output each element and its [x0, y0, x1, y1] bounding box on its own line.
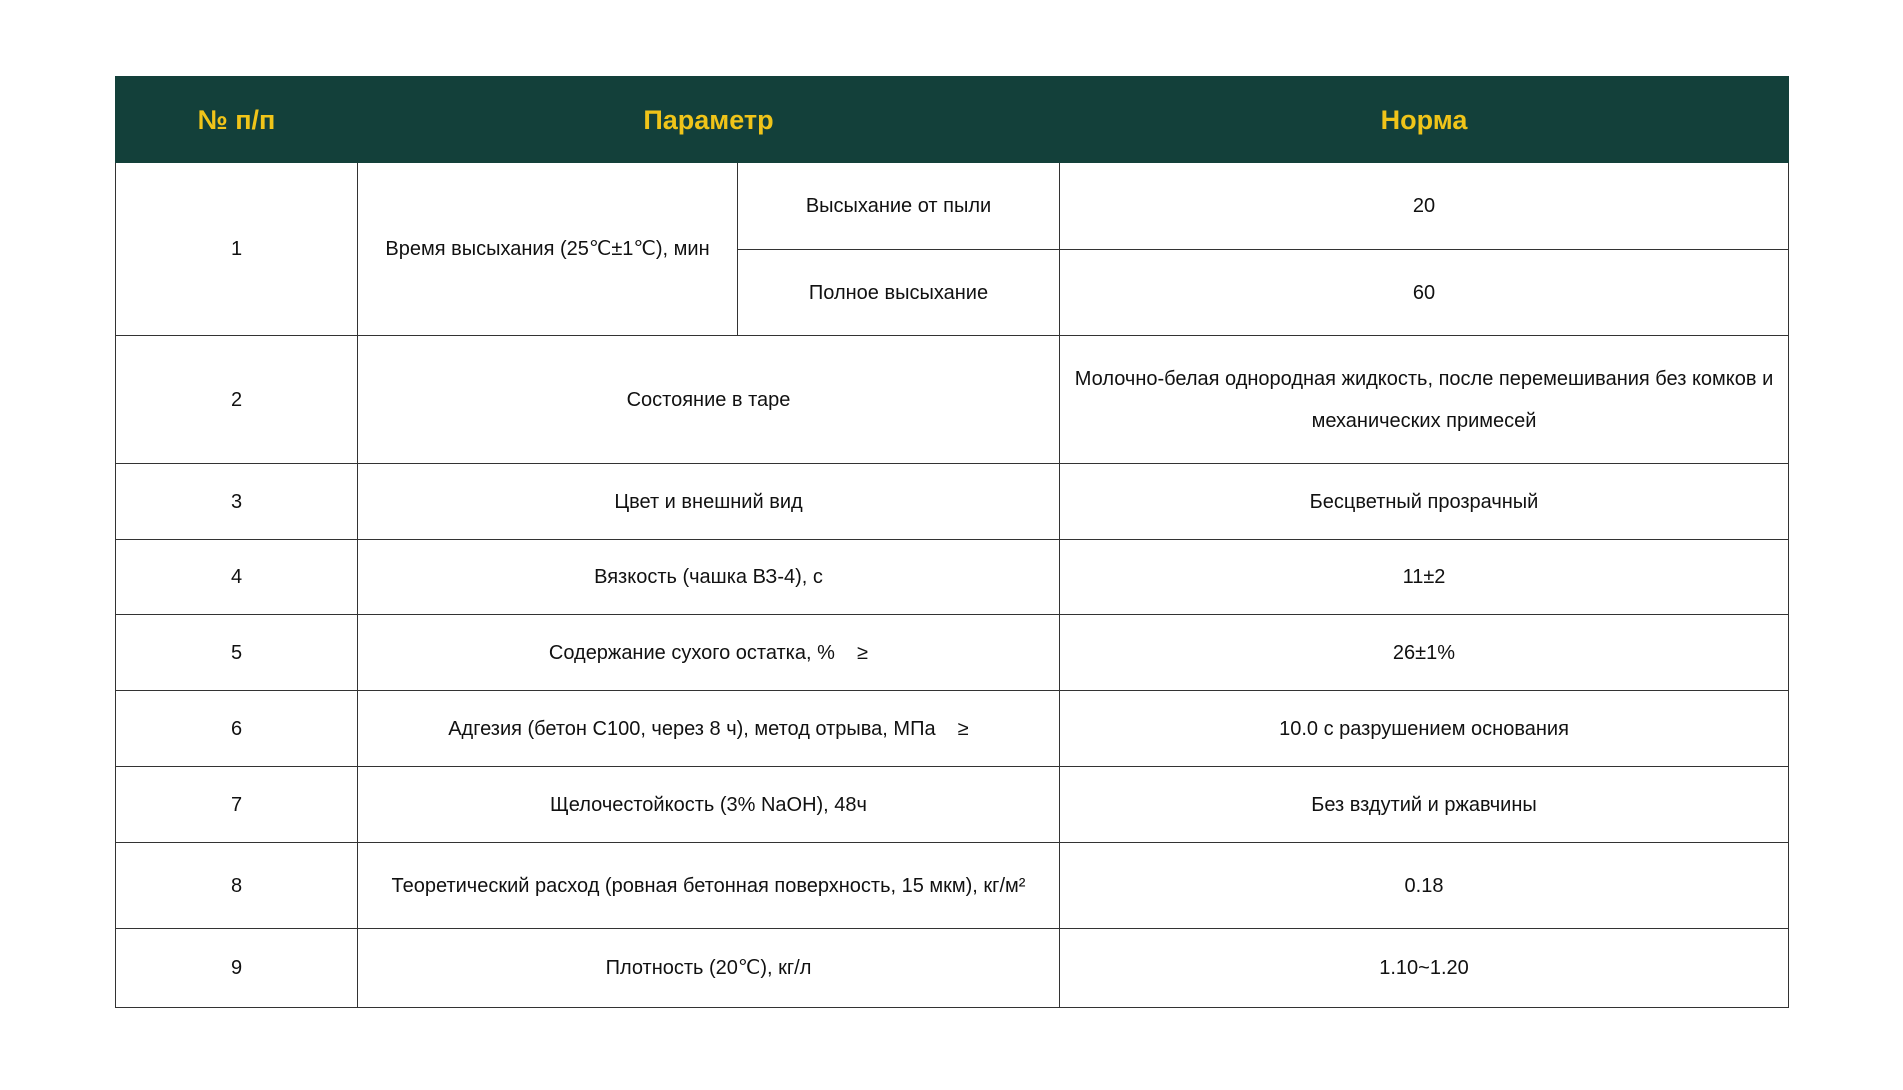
- spec-table: № п/п Параметр Норма 1 Время высыхания (…: [115, 76, 1789, 1008]
- row-param: Цвет и внешний вид: [357, 463, 1060, 540]
- row-norm: 1.10~1.20: [1059, 928, 1789, 1008]
- row-subparam: Высыхание от пыли: [737, 162, 1060, 250]
- header-num: № п/п: [115, 76, 358, 163]
- row-norm: 60: [1059, 249, 1789, 336]
- row-num: 8: [115, 842, 358, 929]
- row-norm: 20: [1059, 162, 1789, 250]
- row-num: 6: [115, 690, 358, 767]
- row-num: 4: [115, 539, 358, 615]
- row-param: Содержание сухого остатка, % ≥: [357, 614, 1060, 691]
- table-row: Полное высыхание 60: [116, 249, 1789, 336]
- table-row: 6 Адгезия (бетон С100, через 8 ч), метод…: [115, 690, 1789, 767]
- row-norm: Бесцветный прозрачный: [1059, 463, 1789, 540]
- row-subparam: Полное высыхание: [737, 249, 1060, 336]
- row-num: 7: [115, 766, 358, 843]
- table-row: 2 Состояние в таре Молочно-белая однород…: [115, 335, 1789, 464]
- table-row: 3 Цвет и внешний вид Бесцветный прозрачн…: [115, 463, 1789, 540]
- header-norm: Норма: [1059, 76, 1789, 163]
- row-num: 1: [115, 162, 358, 336]
- row-param: Состояние в таре: [357, 335, 1060, 464]
- row-norm: Без вздутий и ржавчины: [1059, 766, 1789, 843]
- row-param: Теоретический расход (ровная бетонная по…: [357, 842, 1060, 929]
- row-param: Щелочестойкость (3% NaOH), 48ч: [357, 766, 1060, 843]
- row-norm: 26±1%: [1059, 614, 1789, 691]
- row-norm: 11±2: [1059, 539, 1789, 615]
- row-param: Время высыхания (25℃±1℃), мин: [357, 162, 738, 336]
- table-row: 1 Время высыхания (25℃±1℃), мин Высыхани…: [115, 162, 1789, 336]
- row-norm: 0.18: [1059, 842, 1789, 929]
- row-param: Вязкость (чашка ВЗ-4), с: [357, 539, 1060, 615]
- row-num: 2: [115, 335, 358, 464]
- row-num: 5: [115, 614, 358, 691]
- row-norm: Молочно-белая однородная жидкость, после…: [1059, 335, 1789, 464]
- table-row: 9 Плотность (20℃), кг/л 1.10~1.20: [115, 928, 1789, 1008]
- row-num: 9: [115, 928, 358, 1008]
- row-norm: 10.0 с разрушением основания: [1059, 690, 1789, 767]
- table-header: № п/п Параметр Норма: [115, 76, 1789, 163]
- table-row: 7 Щелочестойкость (3% NaOH), 48ч Без взд…: [115, 766, 1789, 843]
- table-row: 4 Вязкость (чашка ВЗ-4), с 11±2: [115, 539, 1789, 615]
- row-num: 3: [115, 463, 358, 540]
- header-param: Параметр: [357, 76, 1060, 163]
- table-row: 8 Теоретический расход (ровная бетонная …: [115, 842, 1789, 929]
- row-param: Адгезия (бетон С100, через 8 ч), метод о…: [357, 690, 1060, 767]
- table-row: 5 Содержание сухого остатка, % ≥ 26±1%: [115, 614, 1789, 691]
- row-param: Плотность (20℃), кг/л: [357, 928, 1060, 1008]
